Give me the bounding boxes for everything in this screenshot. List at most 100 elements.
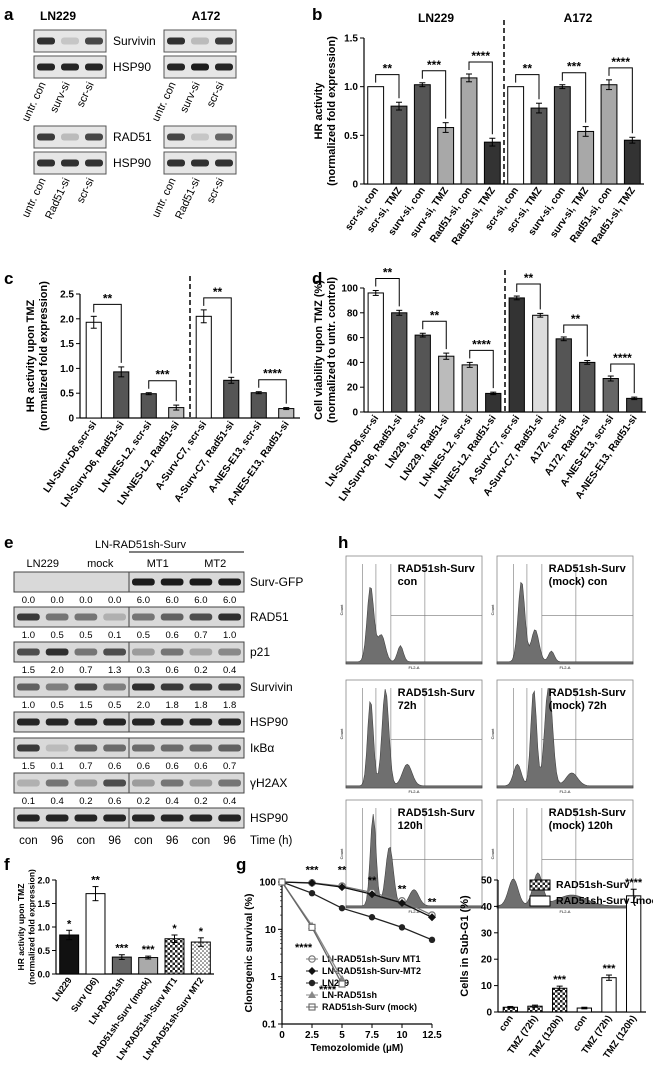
bar [485,392,502,413]
blot-band [45,683,69,691]
blot-band [215,159,233,167]
bar [601,977,617,1013]
blot-band [189,779,213,787]
blot-band [132,744,155,752]
y-tick-label: 60 [347,333,359,344]
significance-stars: **** [319,984,337,996]
significance-stars: * [199,926,204,938]
significance-stars: **** [263,367,282,381]
blot-band [167,63,185,71]
time-label: 96 [108,835,121,847]
significance-stars: *** [567,60,581,74]
row-label: Survivin [113,34,156,48]
band-quantification: 6.0 [223,595,236,606]
blot-band [103,718,126,726]
y-tick-label: 0 [486,1008,492,1019]
band-label: p21 [250,645,270,659]
blot-band [74,779,98,787]
y-axis-title: Clonogenic survival (%) [243,893,255,1012]
histogram-label: RAD51sh-Surv con [398,563,476,588]
histogram-label-line: 72h [398,700,417,712]
y-tick-label: 0.5 [37,946,50,956]
histogram-label-line: RAD51sh-Surv [549,563,627,575]
blot-band [85,37,103,45]
histogram-axis-label: Count [490,604,495,616]
panel-label-g: g [236,855,246,874]
blot-band [17,718,40,726]
lane-label: scr-si [75,80,97,109]
bar [508,297,525,413]
blot-band [37,37,55,45]
y-axis-title-line: HR activity upon TMZ [25,300,37,413]
band-quantification: 1.0 [22,630,35,641]
band-quantification: 6.0 [137,595,150,606]
bar [250,392,267,419]
blot-band [45,648,69,656]
lane-label: scr-si [75,176,97,205]
legend-swatch [529,879,551,891]
y-tick-label: 20 [347,383,359,394]
cell-line-label: LN229 [40,9,76,23]
blot-band [17,648,40,656]
blot-band [85,159,103,167]
y-axis-title: HR activity upon TMZ(normalized fold exp… [25,281,50,431]
histogram-trace [345,813,483,909]
y-tick-label: 40 [481,902,493,913]
bar [626,397,643,413]
blot-band [132,779,155,787]
series-marker [338,883,346,892]
bar [579,361,596,413]
series-line [281,881,433,941]
blot-band [160,683,184,691]
band-quantification: 1.5 [22,665,35,676]
panel-label-a: a [4,5,14,24]
bar [85,893,106,975]
lane-label: untr. con [150,80,179,123]
band-quantification: 1.0 [22,700,35,711]
significance-bracket [610,363,635,394]
y-axis-title: Cell viability upon TMZ (%)(normalized t… [313,277,338,423]
band-quantification: 0.5 [51,630,64,641]
histogram-axis-label: Count [339,604,344,616]
band-quantification: 1.5 [22,761,35,772]
group-label: mock [87,558,114,570]
blot-band [167,133,185,141]
y-axis-title: HR activity(normalized fold expression) [313,36,338,186]
band-quantification: 0.6 [108,761,121,772]
y-tick-label: 2.5 [60,290,74,301]
blot-band [45,744,69,752]
bar [85,321,102,419]
band-quantification: 0.4 [51,796,64,807]
blot-band [218,779,241,787]
significance-bracket [375,74,400,99]
bar [164,938,185,975]
bar [113,371,130,419]
blot-band [189,578,213,586]
band-label: IκBα [250,741,274,755]
significance-stars: **** [613,351,632,365]
blot-band [37,63,55,71]
category-label: LN229 [50,975,74,1003]
group-label: MT2 [204,558,226,570]
blot-band [45,814,69,822]
histogram-label: RAD51sh-Surv (mock) 72h [549,687,627,712]
y-axis-title-line: (normalized fold expression) [38,281,50,431]
blot-band [74,814,98,822]
histogram-axis-label: FL2-A [409,665,420,670]
band-quantification: 6.0 [194,595,207,606]
panel-f-hr-activity-chart: 0.00.51.01.52.0HR activity upon TMZ(norm… [16,869,214,1062]
panel-label-f: f [4,855,10,874]
blot-band [17,613,40,621]
histogram-axis-label: FL2-A [409,909,420,914]
x-axis-title: Temozolomide (µM) [311,1043,404,1054]
significance-bracket [561,72,587,123]
bar [223,379,240,419]
panel-label-b: b [312,5,322,24]
y-tick-label: 0.5 [60,389,74,400]
bar [138,957,159,975]
histogram-label: RAD51sh-Surv 72h [398,687,476,712]
bar [437,127,455,185]
x-tick-label: 12.5 [422,1030,442,1041]
blot-band [103,683,126,691]
blot-band [17,683,40,691]
